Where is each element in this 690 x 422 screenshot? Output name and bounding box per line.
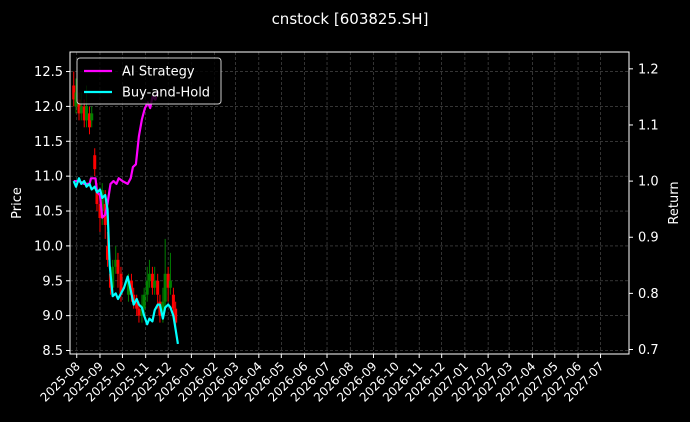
- y2-tick-label: 0.7: [638, 343, 659, 358]
- y-tick-label: 8.5: [42, 344, 63, 359]
- y-tick-label: 9.0: [42, 309, 63, 324]
- legend-box: [76, 57, 222, 105]
- candle-body: [74, 92, 78, 107]
- y2-tick-label: 0.8: [638, 287, 659, 302]
- ai-strategy-line: [73, 91, 159, 219]
- candle-body: [111, 266, 115, 288]
- candle-body: [145, 280, 149, 295]
- candle-body: [137, 308, 141, 316]
- candle-body: [79, 106, 83, 114]
- y-axis-right: 0.7 0.8 0.9 1.0 1.1 1.2: [629, 62, 659, 358]
- y-tick-label: 9.5: [42, 274, 63, 289]
- y2-tick-label: 1.2: [638, 62, 659, 77]
- y2-tick-label: 1.1: [638, 118, 659, 133]
- candle-body: [119, 273, 123, 295]
- buy-and-hold-line: [72, 177, 179, 345]
- candle-body: [129, 280, 133, 295]
- candle-body: [93, 155, 97, 170]
- candle-body: [171, 294, 175, 309]
- chart-title: cnstock [603825.SH]: [272, 10, 429, 28]
- candle-body: [82, 106, 86, 121]
- y-tick-label: 10.0: [34, 239, 63, 254]
- candle-body: [174, 308, 178, 323]
- y2-tick-label: 1.0: [638, 175, 659, 190]
- plot-frame: [69, 51, 630, 355]
- candle-body: [166, 273, 170, 288]
- candle-body: [100, 190, 104, 212]
- candle-body: [105, 245, 109, 260]
- candlesticks: [72, 71, 178, 330]
- candle-body: [90, 113, 94, 121]
- y2-axis-label: Return: [667, 181, 682, 224]
- y-tick-label: 12.0: [34, 100, 63, 115]
- y-tick-label: 12.5: [34, 65, 63, 80]
- candle-body: [140, 308, 144, 316]
- candle-body: [156, 280, 160, 295]
- legend-label-buy-and-hold: Buy-and-Hold: [122, 86, 210, 101]
- y-tick-label: 10.5: [34, 205, 63, 220]
- candle-body: [84, 106, 88, 121]
- candle-body: [161, 301, 165, 316]
- x-axis: 2025-082025-092025-102025-112025-122026-…: [38, 354, 607, 405]
- candle-body: [150, 273, 154, 288]
- candle-body: [153, 280, 157, 288]
- candle-body: [147, 273, 151, 281]
- candle-body: [72, 85, 76, 100]
- candle-body: [114, 259, 118, 267]
- candle-body: [98, 204, 102, 218]
- candle-body: [163, 273, 167, 302]
- y2-tick-label: 0.9: [638, 231, 659, 246]
- candle-body: [77, 99, 81, 114]
- candle-body: [87, 113, 91, 128]
- candle-body: [126, 280, 130, 295]
- y-axis-left: 8.5 9.0 9.5 10.0 10.5 11.0 11.5 12.0 12.5: [34, 65, 70, 359]
- legend: AI Strategy Buy-and-Hold: [76, 57, 222, 105]
- y-tick-label: 11.5: [34, 135, 63, 150]
- y-axis-label: Price: [10, 187, 25, 219]
- series-lines: [72, 91, 179, 345]
- candle-body: [132, 294, 136, 302]
- legend-label-ai-strategy: AI Strategy: [122, 65, 195, 80]
- candle-body: [116, 259, 120, 274]
- candle-body: [95, 190, 99, 205]
- y-tick-label: 11.0: [34, 170, 63, 185]
- candle-body: [135, 301, 139, 309]
- candle-body: [168, 280, 172, 288]
- candle-body: [142, 294, 146, 309]
